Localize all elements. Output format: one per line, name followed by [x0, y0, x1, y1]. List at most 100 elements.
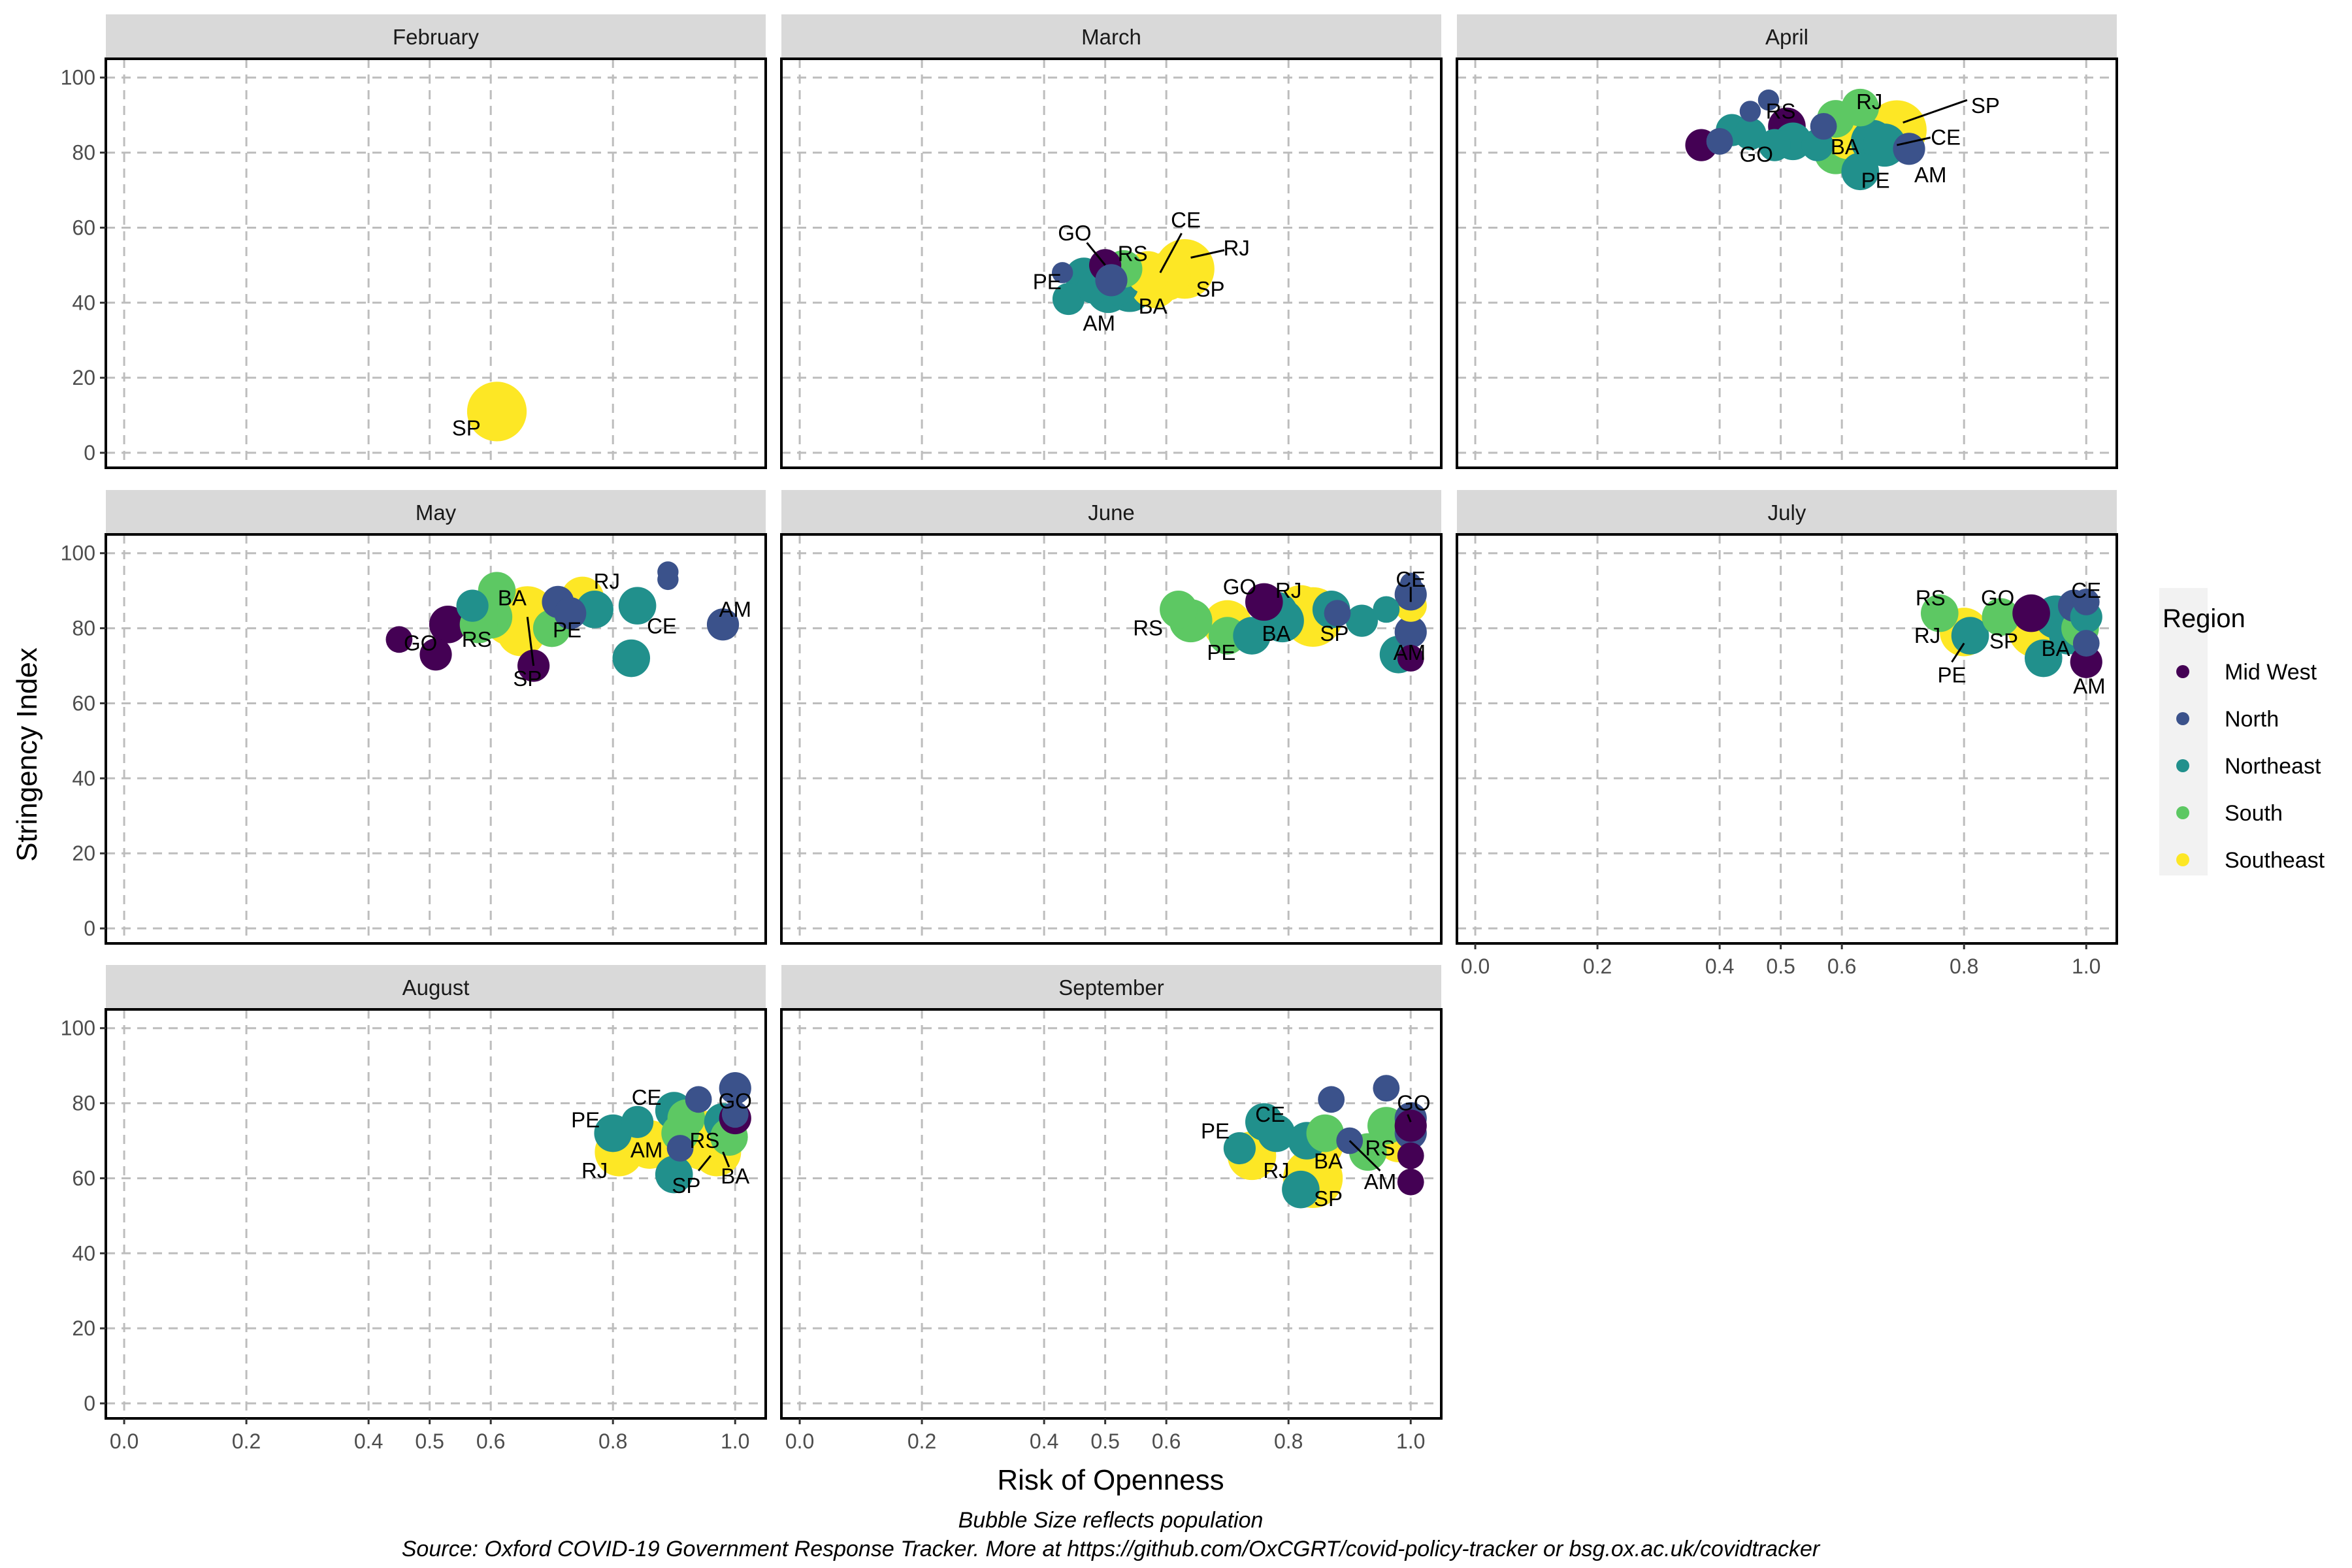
bubble-south: [1841, 88, 1880, 127]
x-tick-label: 0.2: [1583, 955, 1612, 978]
x-tick-label: 0.4: [1030, 1429, 1058, 1453]
x-tick-label: 0.2: [232, 1429, 261, 1453]
y-tick-label: 100: [61, 1017, 95, 1040]
x-tick-label: 0.0: [110, 1429, 139, 1453]
plot-area-august: [106, 1009, 766, 1418]
strip-september: [781, 965, 1441, 1009]
x-tick-label: 0.0: [785, 1429, 814, 1453]
bubble-north: [1706, 127, 1733, 155]
x-tick-label: 0.6: [476, 1429, 505, 1453]
caption-bubble-size: Bubble Size reflects population: [958, 1508, 1264, 1533]
state-label-ce: CE: [1171, 208, 1201, 232]
state-label-sp: SP: [513, 666, 542, 691]
state-label-am: AM: [2073, 674, 2106, 698]
x-tick-label: 0.2: [907, 1429, 936, 1453]
state-label-go: GO: [1740, 142, 1773, 166]
bubble-north: [1095, 264, 1128, 297]
legend-label-northeast: Northeast: [2225, 754, 2321, 779]
state-label-rj: RJ: [1914, 623, 1940, 647]
y-tick-label: 80: [72, 617, 95, 640]
bubble-northeast: [1052, 282, 1085, 316]
legend-label-southeast: Southeast: [2225, 848, 2325, 873]
x-tick-label: 0.6: [1827, 955, 1856, 978]
state-label-pe: PE: [1861, 169, 1890, 193]
state-label-ce: CE: [1931, 125, 1961, 150]
bubble-north: [1324, 600, 1351, 627]
bubble-north: [706, 608, 740, 641]
strip-july: [1457, 490, 2117, 534]
legend-key-background: [2159, 588, 2208, 875]
y-tick-label: 40: [72, 1241, 95, 1265]
state-label-ce: CE: [632, 1085, 662, 1109]
bubble-northeast: [1257, 1114, 1296, 1152]
bubble-north: [685, 1086, 712, 1113]
y-tick-label: 20: [72, 366, 95, 389]
y-tick-label: 80: [72, 141, 95, 165]
bubble-mid-west: [1397, 645, 1424, 672]
state-label-sp: SP: [1320, 621, 1348, 645]
panel-august: August CE GO PE AM RS RJ SP BA: [105, 965, 767, 1420]
state-label-sp: SP: [1989, 629, 2018, 653]
bubble-north: [2072, 630, 2100, 657]
y-tick-label: 40: [72, 766, 95, 790]
panel-september: September CE GO PE BA RS AM RJ SP: [780, 965, 1443, 1420]
bubble-north: [1757, 89, 1780, 111]
state-label-go: GO: [1981, 586, 2014, 610]
state-label-go: GO: [1397, 1091, 1430, 1115]
state-label-go: GO: [1223, 574, 1256, 598]
state-label-sp: SP: [1196, 277, 1224, 301]
legend-key-northeast: [2176, 759, 2189, 772]
state-label-rj: RJ: [594, 569, 620, 593]
legend: Region Mid West North Northeast South Southe…: [2159, 588, 2325, 875]
y-axis-title: Stringency Index: [11, 647, 43, 862]
panel-border-february: [105, 57, 767, 469]
bubble-north: [2072, 588, 2100, 615]
bubble-mid-west: [2070, 645, 2102, 678]
x-tick-label: 0.5: [1090, 1429, 1119, 1453]
plot-area-july: [1457, 534, 2117, 943]
state-label-pe: PE: [1207, 640, 1235, 664]
legend-label-north: North: [2225, 707, 2279, 732]
state-label-sp: SP: [1971, 93, 2000, 118]
x-tick-label: 0.5: [1766, 955, 1795, 978]
panels-layer: FebruarySPMarchGORSPEAMBACERJSPAprilRSGO…: [105, 14, 2118, 1420]
bubble-north: [1739, 101, 1761, 122]
state-label-rs: RS: [1766, 99, 1796, 123]
state-label-ce: CE: [2071, 578, 2101, 602]
state-label-am: AM: [1914, 163, 1947, 187]
y-tick-label: 0: [84, 1392, 95, 1415]
state-label-sp: SP: [1314, 1186, 1343, 1211]
strip-title-february: February: [393, 25, 480, 49]
bubble-south: [1160, 591, 1198, 629]
state-label-pe: PE: [553, 617, 581, 642]
state-label-am: AM: [719, 597, 751, 621]
legend-label-mid-west: Mid West: [2225, 660, 2317, 685]
legend-key-north: [2176, 712, 2189, 725]
grid-february: [106, 59, 766, 468]
bubble-northeast: [1841, 152, 1880, 191]
y-tick-label: 0: [84, 917, 95, 940]
bubble-north: [1051, 262, 1073, 284]
bubble-north: [666, 1135, 694, 1162]
x-tick-label: 0.5: [415, 1429, 444, 1453]
plot-area-may: [106, 534, 766, 943]
bubble-south: [1920, 594, 1959, 632]
panel-february: February SP: [105, 14, 767, 469]
bubble-mid-west: [1394, 1109, 1427, 1142]
label-leader-line: [1348, 1139, 1381, 1172]
strip-title-june: June: [1088, 500, 1135, 525]
y-tick-label: 80: [72, 1092, 95, 1115]
strip-may: [106, 490, 766, 534]
bubble-northeast: [1951, 617, 1989, 655]
y-tick-label: 60: [72, 216, 95, 239]
state-label-ce: CE: [1255, 1102, 1285, 1126]
x-tick-label: 0.4: [354, 1429, 383, 1453]
label-leader-line: [1407, 1114, 1412, 1122]
state-label-rs: RS: [690, 1128, 720, 1152]
bubble-mid-west: [2012, 594, 2050, 632]
bubble-northeast: [1373, 596, 1400, 623]
bubble-northeast: [1345, 604, 1379, 637]
plot-area-september: [781, 1009, 1441, 1418]
label-leader-line: [1086, 242, 1106, 266]
